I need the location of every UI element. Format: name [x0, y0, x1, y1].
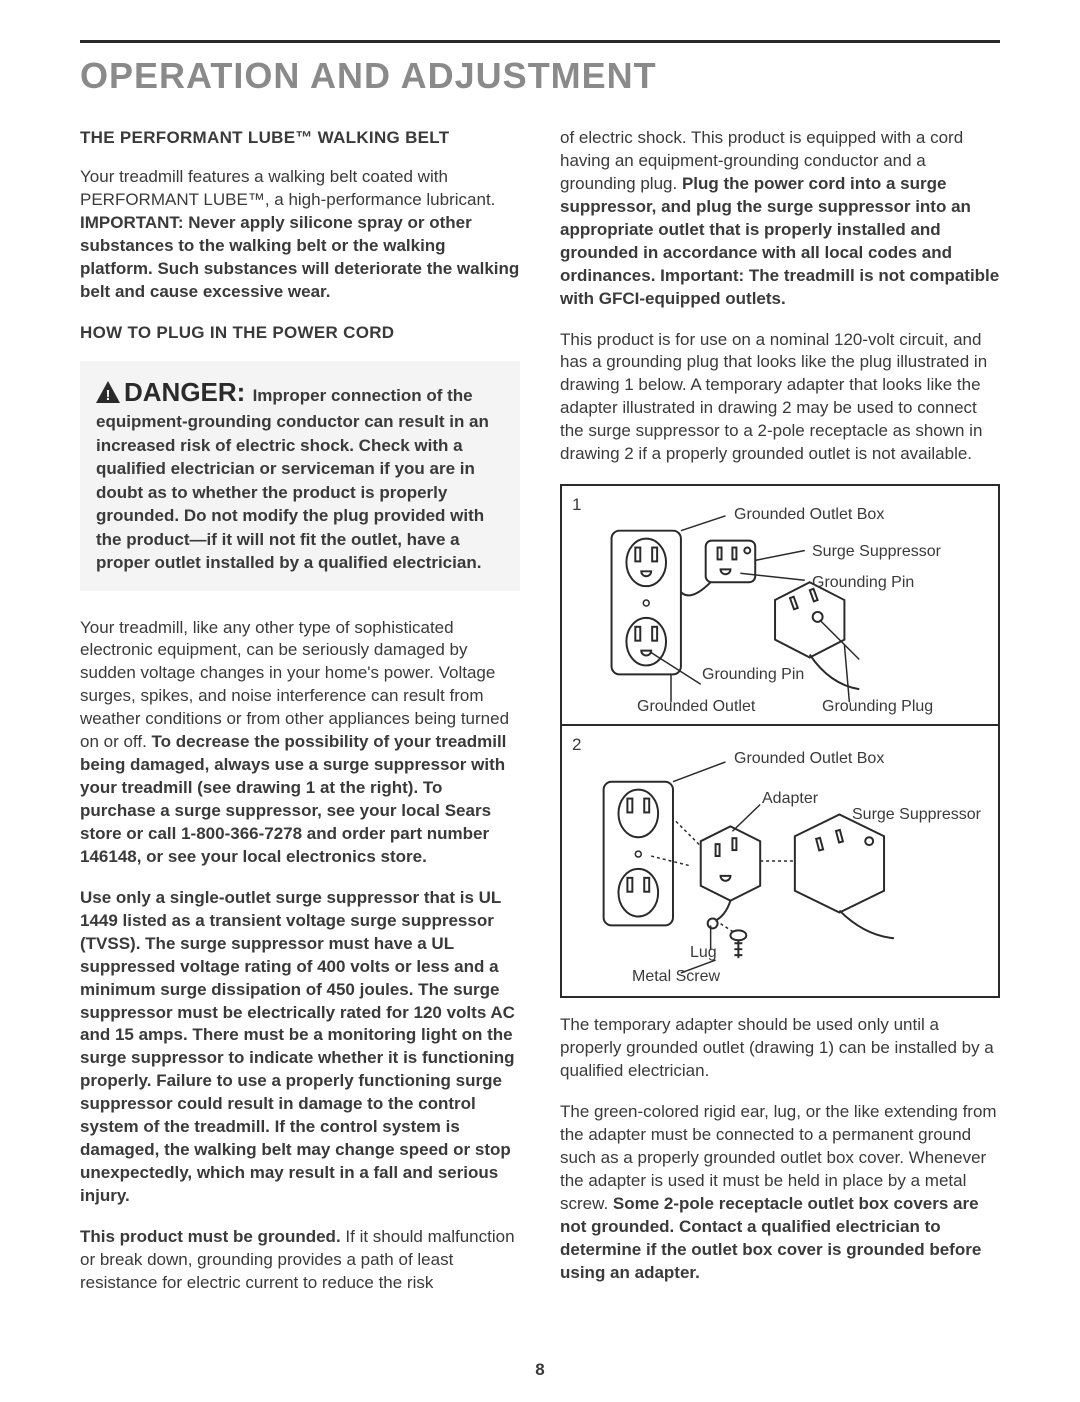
panel-number-1: 1: [572, 494, 581, 517]
danger-callout: ! DANGER: Improper connection of the equ…: [80, 361, 520, 591]
paragraph-lug: The green-colored rigid ear, lug, or the…: [560, 1101, 1000, 1285]
paragraph-surge: Your treadmill, like any other type of s…: [80, 617, 520, 869]
paragraph-temp-adapter: The temporary adapter should be used onl…: [560, 1014, 1000, 1083]
page-number: 8: [0, 1360, 1080, 1380]
warning-triangle-icon: !: [96, 381, 120, 403]
right-column: of electric shock. This product is equip…: [560, 127, 1000, 1313]
danger-heading: ! DANGER:: [96, 377, 253, 407]
text-must-ground: This product must be grounded.: [80, 1227, 341, 1246]
label-grounded-outlet: Grounded Outlet: [637, 696, 755, 718]
paragraph-shock: of electric shock. This product is equip…: [560, 127, 1000, 311]
label-grounding-pin-bot: Grounding Pin: [702, 664, 804, 686]
text-lube-intro: Your treadmill features a walking belt c…: [80, 167, 495, 209]
outlet-diagram: 1: [560, 484, 1000, 998]
text-lube-important: IMPORTANT: Never apply silicone spray or…: [80, 213, 519, 301]
text-lug-bold: Some 2-pole receptacle outlet box covers…: [560, 1194, 981, 1282]
label-grounded-outlet-box-2: Grounded Outlet Box: [734, 748, 884, 770]
danger-word: DANGER:: [124, 377, 245, 407]
section-title: OPERATION AND ADJUSTMENT: [80, 55, 1000, 97]
horizontal-rule: [80, 40, 1000, 43]
label-surge-suppressor-2: Surge Suppressor: [852, 804, 981, 826]
left-column: THE PERFORMANT LUBE™ WALKING BELT Your t…: [80, 127, 520, 1313]
diagram-panel-2: 2: [562, 726, 998, 996]
paragraph-lube: Your treadmill features a walking belt c…: [80, 166, 520, 304]
label-lug: Lug: [690, 942, 717, 964]
label-grounded-outlet-box-1: Grounded Outlet Box: [734, 504, 884, 526]
danger-text: Improper connection of the equipment-gro…: [96, 386, 489, 573]
svg-text:!: !: [106, 387, 111, 403]
label-surge-suppressor-1: Surge Suppressor: [812, 541, 941, 563]
paragraph-circuit: This product is for use on a nominal 120…: [560, 329, 1000, 467]
two-column-layout: THE PERFORMANT LUBE™ WALKING BELT Your t…: [80, 127, 1000, 1313]
paragraph-ul-spec: Use only a single-outlet surge suppresso…: [80, 887, 520, 1208]
panel-number-2: 2: [572, 734, 581, 757]
label-metal-screw: Metal Screw: [632, 966, 720, 988]
label-grounding-plug: Grounding Plug: [822, 696, 933, 718]
text-shock-bold: Plug the power cord into a surge suppres…: [560, 174, 999, 308]
label-grounding-pin-top: Grounding Pin: [812, 572, 914, 594]
heading-power-cord: HOW TO PLUG IN THE POWER CORD: [80, 322, 520, 345]
paragraph-grounded: This product must be grounded. If it sho…: [80, 1226, 520, 1295]
label-adapter: Adapter: [762, 788, 818, 810]
heading-walking-belt: THE PERFORMANT LUBE™ WALKING BELT: [80, 127, 520, 150]
text-surge-bold: To decrease the possibility of your trea…: [80, 732, 506, 866]
diagram-panel-1: 1: [562, 486, 998, 726]
